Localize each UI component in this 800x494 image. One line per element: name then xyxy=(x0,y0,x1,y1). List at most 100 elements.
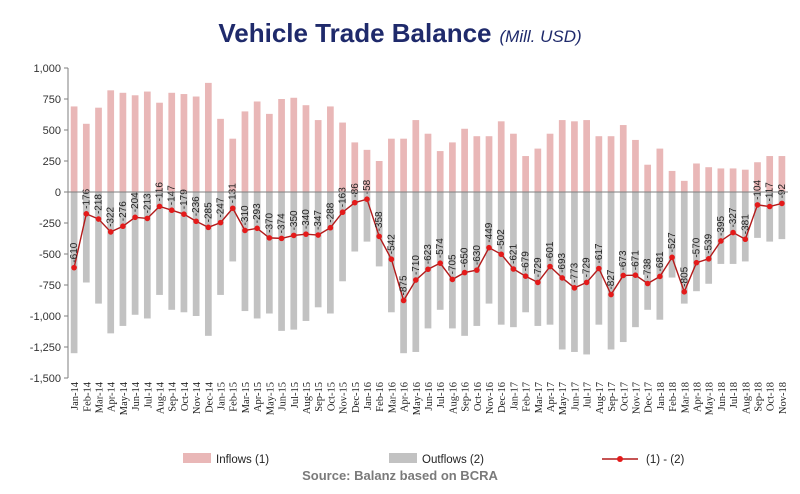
outflow-bar xyxy=(192,192,200,316)
x-tick-label: Oct-14 xyxy=(180,381,191,411)
x-tick-label: Dec-16 xyxy=(497,382,508,413)
balance-point xyxy=(510,266,517,272)
y-tick-label: -1,250 xyxy=(30,342,61,354)
balance-data-label: -601 xyxy=(545,241,556,261)
balance-point xyxy=(681,289,688,295)
balance-point xyxy=(156,203,163,210)
outflow-bar xyxy=(107,192,115,334)
x-tick-label: Dec-14 xyxy=(204,381,215,413)
balance-data-label: -574 xyxy=(435,238,446,258)
balance-data-label: -542 xyxy=(386,234,397,254)
inflow-bar xyxy=(497,121,505,192)
x-tick-label: Jun-14 xyxy=(131,381,142,410)
outflow-bar xyxy=(778,192,786,240)
x-tick-label: Nov-18 xyxy=(778,382,789,414)
balance-data-label: -381 xyxy=(740,214,751,234)
balance-data-label: -204 xyxy=(130,192,141,212)
outflow-bar xyxy=(741,192,749,262)
inflow-bar xyxy=(424,133,432,192)
balance-data-label: -610 xyxy=(69,242,80,262)
outflow-bar xyxy=(424,192,432,329)
outflow-bar xyxy=(266,192,273,314)
x-tick-label: May-16 xyxy=(412,382,423,415)
inflow-bar xyxy=(375,161,383,192)
outflow-bar xyxy=(168,192,176,310)
x-tick-label: Jul-14 xyxy=(143,381,154,408)
x-tick-label: Feb-15 xyxy=(229,382,240,412)
outflow-bar xyxy=(729,192,737,264)
balance-data-label: -236 xyxy=(191,196,202,216)
balance-point xyxy=(242,227,248,234)
x-tick-label: Apr-15 xyxy=(253,382,264,412)
outflow-bar xyxy=(290,192,298,330)
balance-point xyxy=(730,229,736,236)
outflow-bar xyxy=(302,192,310,321)
outflow-bar xyxy=(595,192,603,325)
balance-data-label: -179 xyxy=(179,189,190,209)
x-tick-label: Mar-14 xyxy=(95,381,106,413)
balance-point xyxy=(693,259,700,266)
balance-point xyxy=(742,236,749,243)
x-tick-label: Jun-15 xyxy=(278,382,289,411)
x-tick-label: Apr-18 xyxy=(692,382,703,412)
inflow-bar xyxy=(290,97,298,192)
balance-data-label: -370 xyxy=(264,212,275,232)
balance-data-label: -875 xyxy=(399,275,410,295)
x-tick-label: Jan-16 xyxy=(363,382,374,410)
balance-point xyxy=(229,205,236,212)
balance-data-label: -705 xyxy=(447,254,458,274)
balance-point xyxy=(718,238,724,244)
outflow-bar xyxy=(644,192,652,310)
balance-point xyxy=(547,263,553,270)
outflow-bar xyxy=(400,192,407,354)
x-tick-label: Aug-14 xyxy=(156,381,167,414)
x-tick-label: Apr-14 xyxy=(107,381,118,412)
inflow-bar xyxy=(412,120,420,192)
source-note: Source: Balanz based on BCRA xyxy=(302,468,498,483)
outflow-bar xyxy=(571,192,578,352)
inflow-bar xyxy=(644,164,652,192)
chart-title: Vehicle Trade Balance xyxy=(218,18,492,48)
x-tick-label: Jul-16 xyxy=(436,382,447,408)
balance-point xyxy=(535,279,541,286)
balance-line xyxy=(71,196,785,304)
inflow-bar xyxy=(241,111,249,192)
outflow-bar xyxy=(705,192,713,284)
balance-data-label: -218 xyxy=(94,194,105,214)
balance-point xyxy=(571,285,578,291)
legend-swatch-inflows xyxy=(183,453,211,463)
inflow-bar xyxy=(619,125,627,192)
inflow-bar xyxy=(180,94,188,192)
balance-point xyxy=(83,211,90,217)
inflow-bar xyxy=(534,148,542,192)
outflow-bar xyxy=(693,192,700,292)
x-tick-label: Feb-14 xyxy=(82,381,93,411)
legend: Inflows (1) Outflows (2) (1) - (2) xyxy=(183,453,685,466)
x-tick-label: Nov-17 xyxy=(631,382,642,414)
outflow-bar xyxy=(375,192,383,267)
x-tick-label: Apr-16 xyxy=(400,382,411,412)
balance-point xyxy=(71,264,77,271)
balance-data-label: -502 xyxy=(496,229,507,249)
balance-point xyxy=(608,291,614,298)
x-tick-label: Sep-15 xyxy=(314,382,325,412)
balance-point xyxy=(522,273,529,279)
x-tick-label: Jan-17 xyxy=(509,382,520,410)
x-tick-label: Sep-17 xyxy=(607,382,618,412)
y-tick-label: 750 xyxy=(43,94,61,106)
outflow-bar xyxy=(156,192,163,295)
inflow-bar xyxy=(705,167,713,192)
y-tick-label: -1,000 xyxy=(30,311,61,323)
x-tick-label: May-15 xyxy=(265,382,276,415)
inflow-bar xyxy=(327,106,334,192)
balance-data-label: -805 xyxy=(679,266,690,286)
x-tick-label: Feb-17 xyxy=(522,382,533,412)
balance-data-label: -327 xyxy=(728,207,739,227)
outflow-bar xyxy=(522,192,529,313)
balance-point xyxy=(596,265,602,272)
y-tick-label: -1,500 xyxy=(30,373,61,385)
balance-point xyxy=(632,272,639,279)
balance-point xyxy=(290,232,297,239)
balance-data-label: -163 xyxy=(338,187,349,207)
balance-data-label: -729 xyxy=(582,257,593,277)
